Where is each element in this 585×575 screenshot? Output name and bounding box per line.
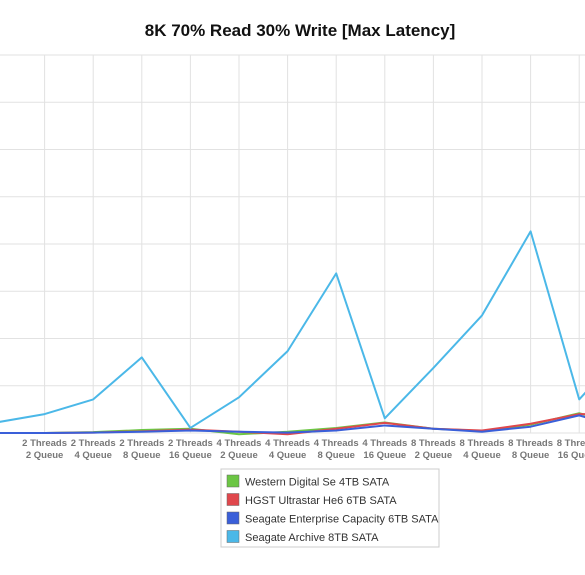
x-tick-label: 4 Queue <box>463 450 501 461</box>
x-tick-label: 2 Threads <box>71 438 116 449</box>
legend-label: Western Digital Se 4TB SATA <box>245 477 390 489</box>
legend-swatch <box>226 493 240 506</box>
chart-legend: Western Digital Se 4TB SATA HGST Ultrasta… <box>220 468 440 548</box>
chart-title: 8K 70% Read 30% Write [Max Latency] <box>145 21 456 40</box>
legend-box <box>220 468 440 548</box>
x-tick-label: 4 Threads <box>362 438 407 449</box>
x-tick-label: 2 Threads <box>119 438 164 449</box>
series-line <box>0 414 585 434</box>
series-line <box>0 230 585 429</box>
chart-grid <box>0 54 585 434</box>
x-tick-label: 4 Queue <box>269 450 307 461</box>
x-tick-label: 4 Threads <box>314 438 359 449</box>
legend-swatch <box>226 474 240 488</box>
x-tick-label: 8 Threads <box>508 438 553 449</box>
legend-swatch <box>226 511 240 525</box>
x-tick-label: 4 Threads <box>217 438 262 449</box>
x-tick-label: 8 Threads <box>460 438 505 449</box>
chart-series-lines <box>0 230 585 436</box>
x-tick-label: 16 Queue <box>558 450 585 461</box>
x-tick-label: 4 Queue <box>74 450 112 461</box>
legend-label: HGST Ultrastar He6 6TB SATA <box>245 495 397 507</box>
legend-label: Seagate Enterprise Capacity 6TB SATA <box>245 514 439 526</box>
x-tick-label: 8 Threads <box>557 438 585 449</box>
x-tick-label: 8 Queue <box>123 450 161 461</box>
x-tick-label: 4 Threads <box>265 438 310 449</box>
x-tick-label: 2 Threads <box>168 438 213 449</box>
x-tick-label: 2 Queue <box>415 450 453 461</box>
legend-label: Seagate Archive 8TB SATA <box>245 532 379 544</box>
x-tick-label: 8 Queue <box>512 450 550 461</box>
x-tick-label: 2 Threads <box>22 438 67 449</box>
legend-swatch <box>226 530 240 543</box>
x-tick-label: 2 Queue <box>220 450 258 461</box>
x-tick-label: 8 Threads <box>411 438 456 449</box>
x-tick-label: 16 Queue <box>169 450 212 461</box>
x-tick-label: 16 Queue <box>363 450 406 461</box>
x-tick-label: 8 Queue <box>317 450 355 461</box>
x-tick-label: 2 Queue <box>26 450 64 461</box>
